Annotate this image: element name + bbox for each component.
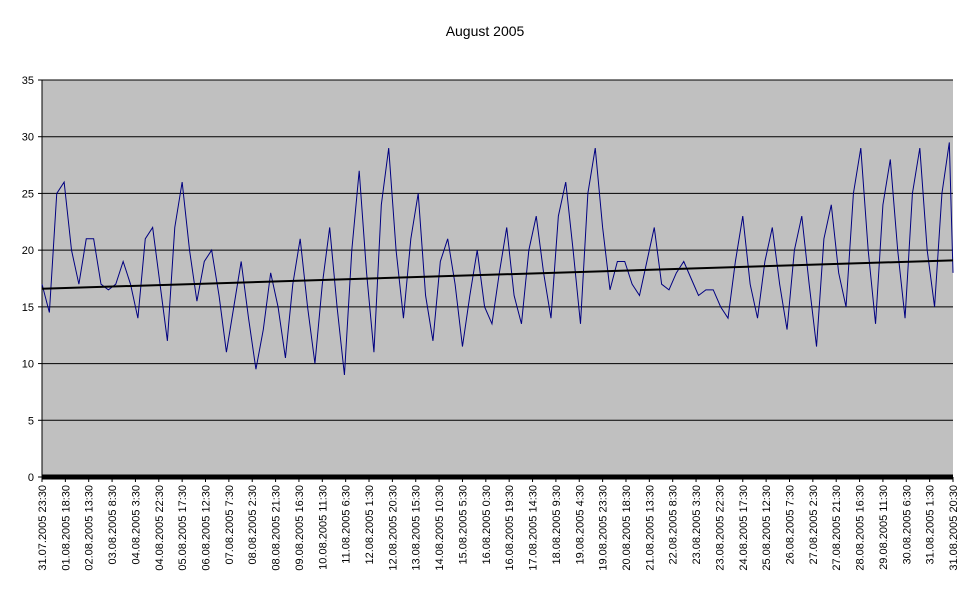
x-tick-label: 12.08.2005 1:30 — [364, 485, 376, 565]
x-tick-label: 22.08.2005 8:30 — [668, 485, 680, 565]
x-tick-label: 16.08.2005 19:30 — [504, 485, 516, 571]
x-tick-label: 01.08.2005 18:30 — [60, 485, 72, 571]
y-tick-label: 35 — [22, 75, 34, 87]
y-tick-label: 10 — [22, 359, 34, 371]
x-tick-label: 08.08.2005 2:30 — [247, 485, 259, 565]
x-tick-label: 26.08.2005 7:30 — [784, 485, 796, 565]
x-tick-label: 15.08.2005 5:30 — [457, 485, 469, 565]
x-tick-label: 24.08.2005 17:30 — [738, 485, 750, 571]
x-tick-label: 18.08.2005 9:30 — [551, 485, 563, 565]
x-tick-label: 17.08.2005 14:30 — [528, 485, 540, 571]
x-tick-label: 19.08.2005 23:30 — [598, 485, 610, 571]
x-tick-label: 16.08.2005 0:30 — [481, 485, 493, 565]
x-tick-label: 08.08.2005 21:30 — [271, 485, 283, 571]
x-tick-label: 19.08.2005 4:30 — [574, 485, 586, 565]
x-tick-label: 27.08.2005 21:30 — [831, 485, 843, 571]
x-tick-label: 05.08.2005 17:30 — [177, 485, 189, 571]
chart-title: August 2005 — [446, 23, 525, 39]
x-tick-label: 30.08.2005 6:30 — [901, 485, 913, 565]
x-tick-label: 09.08.2005 16:30 — [294, 485, 306, 571]
x-tick-label: 28.08.2005 16:30 — [855, 485, 867, 571]
y-tick-label: 0 — [28, 472, 34, 484]
x-tick-label: 21.08.2005 13:30 — [644, 485, 656, 571]
x-tick-label: 10.08.2005 11:30 — [317, 485, 329, 570]
x-tick-label: 23.08.2005 3:30 — [691, 485, 703, 565]
y-tick-label: 30 — [22, 132, 34, 144]
x-tick-label: 13.08.2005 15:30 — [411, 485, 423, 571]
y-tick-label: 5 — [28, 415, 34, 427]
y-tick-label: 15 — [22, 302, 34, 314]
x-tick-label: 31.08.2005 20:30 — [948, 485, 960, 571]
x-tick-label: 31.08.2005 1:30 — [925, 485, 937, 565]
x-tick-label: 29.08.2005 11:30 — [878, 485, 890, 570]
plot-area — [42, 80, 953, 477]
y-tick-label: 20 — [22, 245, 34, 257]
x-tick-label: 03.08.2005 8:30 — [107, 485, 119, 565]
x-tick-label: 07.08.2005 7:30 — [224, 485, 236, 565]
y-tick-label: 25 — [22, 188, 34, 200]
x-tick-label: 04.08.2005 3:30 — [130, 485, 142, 565]
line — [41, 259, 954, 290]
x-tick-label: 27.08.2005 2:30 — [808, 485, 820, 565]
x-tick-label: 02.08.2005 13:30 — [84, 485, 96, 571]
x-tick-label: 25.08.2005 12:30 — [761, 485, 773, 571]
x-tick-label: 04.08.2005 22:30 — [154, 485, 166, 571]
x-tick-label: 06.08.2005 12:30 — [201, 485, 213, 571]
x-tick-label: 20.08.2005 18:30 — [621, 485, 633, 571]
x-tick-label: 14.08.2005 10:30 — [434, 485, 446, 571]
x-tick-label: 11.08.2005 6:30 — [341, 485, 353, 564]
x-tick-label: 12.08.2005 20:30 — [387, 485, 399, 571]
x-tick-label: 31.07.2005 23:30 — [37, 485, 49, 571]
x-tick-label: 23.08.2005 22:30 — [714, 485, 726, 571]
